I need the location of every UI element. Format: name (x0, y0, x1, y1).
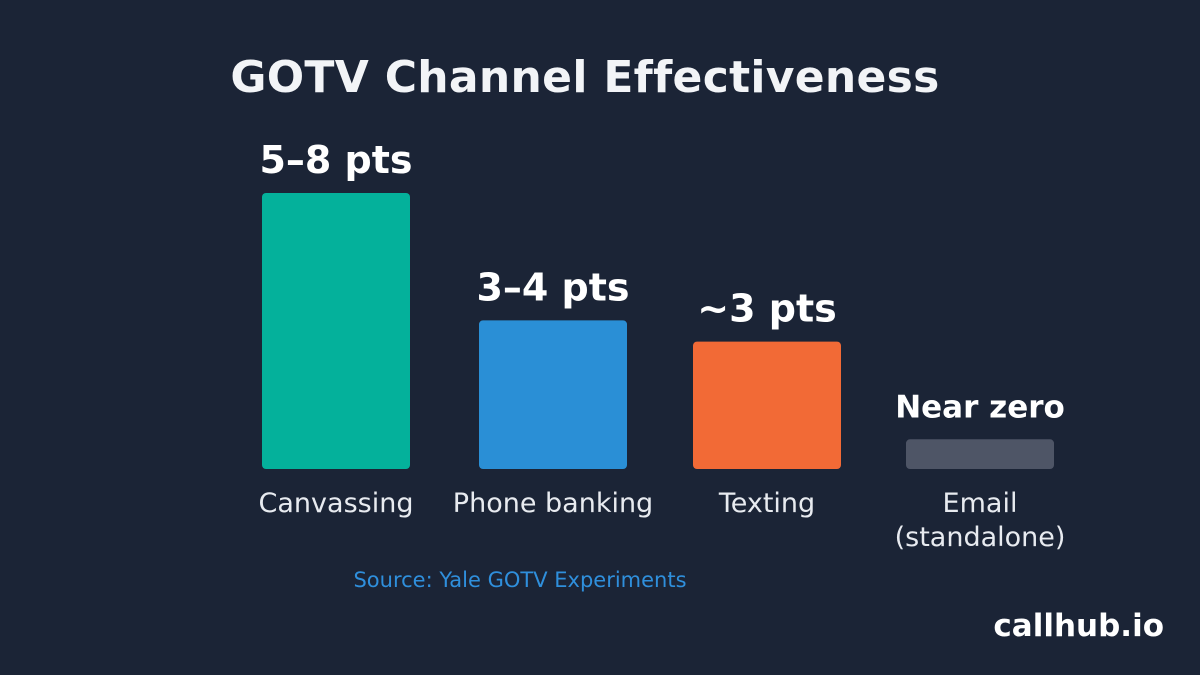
data-label-2: ~3 pts (697, 287, 837, 331)
category-label-3-line-0: Email (943, 488, 1018, 519)
category-label-1: Phone banking (453, 488, 653, 519)
bar-0 (262, 193, 410, 469)
bar-1 (479, 320, 627, 469)
category-label-0: Canvassing (259, 488, 414, 519)
data-label-1: 3–4 pts (476, 265, 629, 309)
category-label-3-line-1: (standalone) (895, 522, 1066, 553)
source-note: Source: Yale GOTV Experiments (353, 568, 687, 592)
category-label-2: Texting (718, 488, 815, 519)
data-label-0: 5–8 pts (259, 138, 412, 182)
data-label-3: Near zero (895, 389, 1065, 425)
brand-logo: callhub.io (993, 608, 1164, 644)
bar-3 (906, 439, 1054, 469)
bar-2 (693, 341, 841, 469)
chart-title: GOTV Channel Effectiveness (230, 52, 940, 103)
